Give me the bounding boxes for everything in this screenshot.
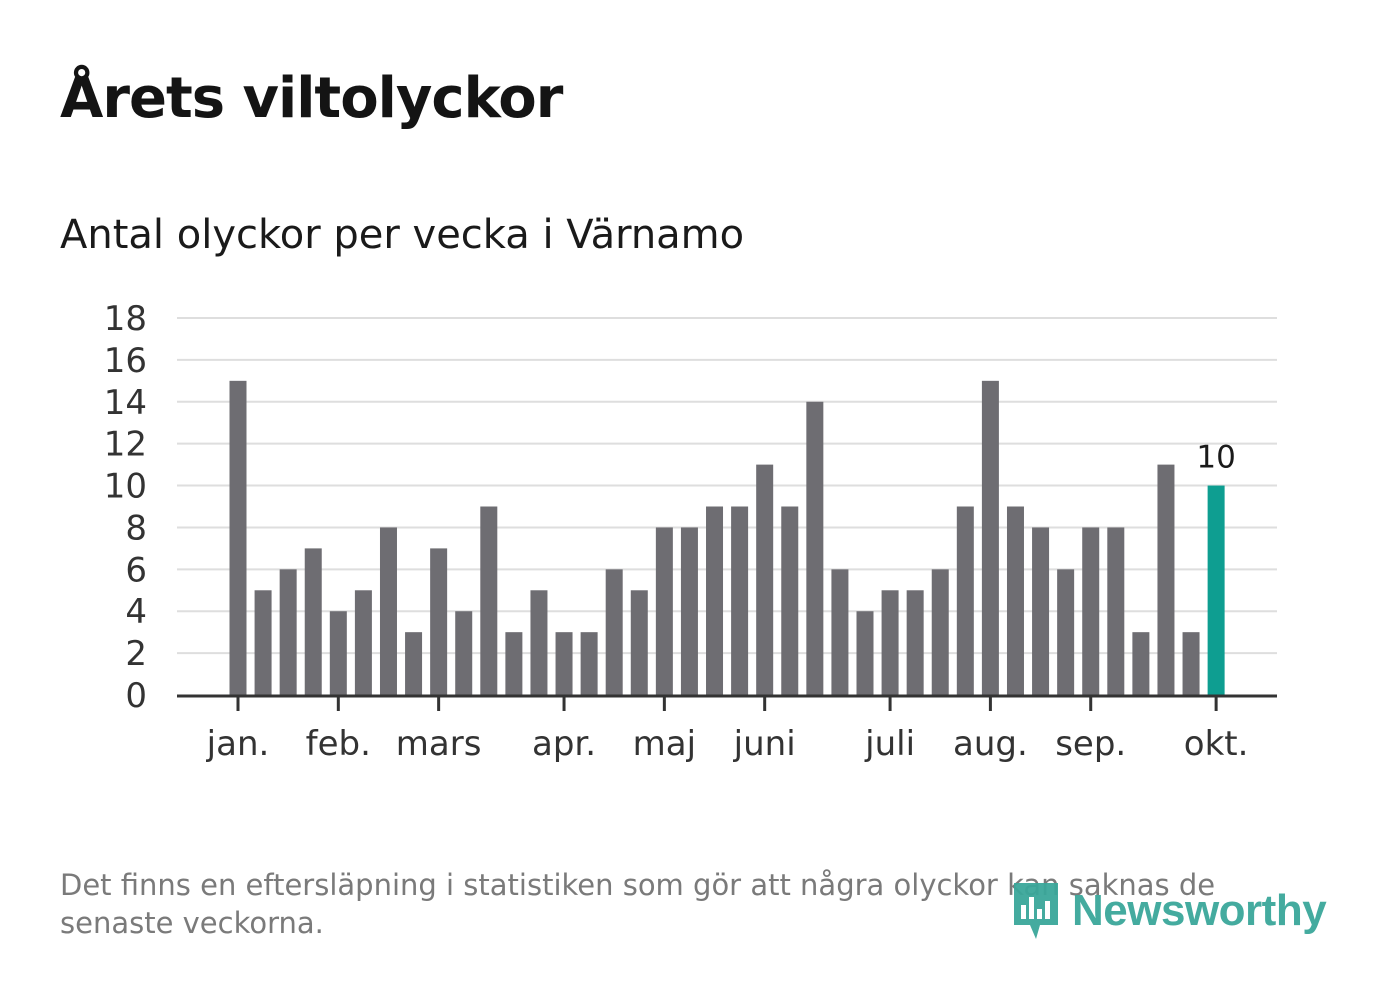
bar xyxy=(229,380,247,695)
y-tick-label: 8 xyxy=(125,508,147,548)
bar xyxy=(881,590,899,695)
bar xyxy=(605,569,623,695)
x-tick-label: mars xyxy=(396,724,482,764)
y-tick-label: 4 xyxy=(125,592,147,632)
bar xyxy=(630,590,648,695)
y-tick-label: 10 xyxy=(104,467,147,507)
y-tick-label: 6 xyxy=(125,550,147,590)
chart-title: Årets viltolyckor xyxy=(60,66,563,131)
x-tick-label: juli xyxy=(864,724,915,764)
x-tick-label: jan. xyxy=(206,724,270,764)
bar-highlight xyxy=(1207,485,1225,695)
bar xyxy=(906,590,924,695)
bar xyxy=(831,569,849,695)
bar xyxy=(731,506,749,695)
y-tick-label: 2 xyxy=(125,634,147,674)
bar xyxy=(304,548,322,695)
newsworthy-logo: Newsworthy xyxy=(1010,876,1327,946)
bar xyxy=(956,506,974,695)
bar xyxy=(430,548,448,695)
x-tick-label: aug. xyxy=(953,724,1028,764)
bar xyxy=(680,527,698,695)
bar xyxy=(480,506,498,695)
bar xyxy=(1057,569,1075,695)
bars xyxy=(229,380,1225,695)
chart-subtitle: Antal olyckor per vecka i Värnamo xyxy=(60,212,745,258)
x-tick-label: juni xyxy=(733,724,796,764)
bar xyxy=(1032,527,1050,695)
logo-text: Newsworthy xyxy=(1072,886,1327,935)
bar xyxy=(856,611,874,695)
bar xyxy=(530,590,548,695)
x-tick-label: okt. xyxy=(1184,724,1249,764)
bar xyxy=(580,632,598,695)
bar xyxy=(1157,464,1175,695)
bar xyxy=(379,527,397,695)
bar xyxy=(1107,527,1125,695)
x-axis-ticks: jan. feb. mars apr. maj juni juli aug. sep. okt. xyxy=(206,697,1249,764)
bar xyxy=(455,611,473,695)
bar xyxy=(1082,527,1100,695)
bar xyxy=(279,569,297,695)
bar xyxy=(706,506,724,695)
bar xyxy=(806,401,824,695)
y-tick-label: 14 xyxy=(104,383,147,423)
x-tick-label: apr. xyxy=(532,724,596,764)
x-tick-label: sep. xyxy=(1055,724,1126,764)
y-tick-label: 18 xyxy=(104,299,147,339)
y-tick-label: 16 xyxy=(104,341,147,381)
bar xyxy=(555,632,573,695)
data-label: 10 xyxy=(1196,440,1235,476)
bar xyxy=(254,590,272,695)
bar xyxy=(931,569,949,695)
x-tick-label: maj xyxy=(633,724,696,764)
x-tick-label: feb. xyxy=(306,724,371,764)
newsworthy-bar-chart-icon xyxy=(1014,883,1058,939)
y-tick-label: 0 xyxy=(125,676,147,716)
bar xyxy=(1132,632,1150,695)
bar xyxy=(781,506,799,695)
bar xyxy=(354,590,372,695)
bar xyxy=(756,464,774,695)
data-labels: 10 xyxy=(1196,440,1235,476)
bar xyxy=(505,632,523,695)
bar xyxy=(329,611,347,695)
y-tick-label: 12 xyxy=(104,425,147,465)
bar xyxy=(655,527,673,695)
bar xyxy=(1182,632,1200,695)
bar xyxy=(405,632,423,695)
bar xyxy=(1006,506,1024,695)
bar xyxy=(981,380,999,695)
